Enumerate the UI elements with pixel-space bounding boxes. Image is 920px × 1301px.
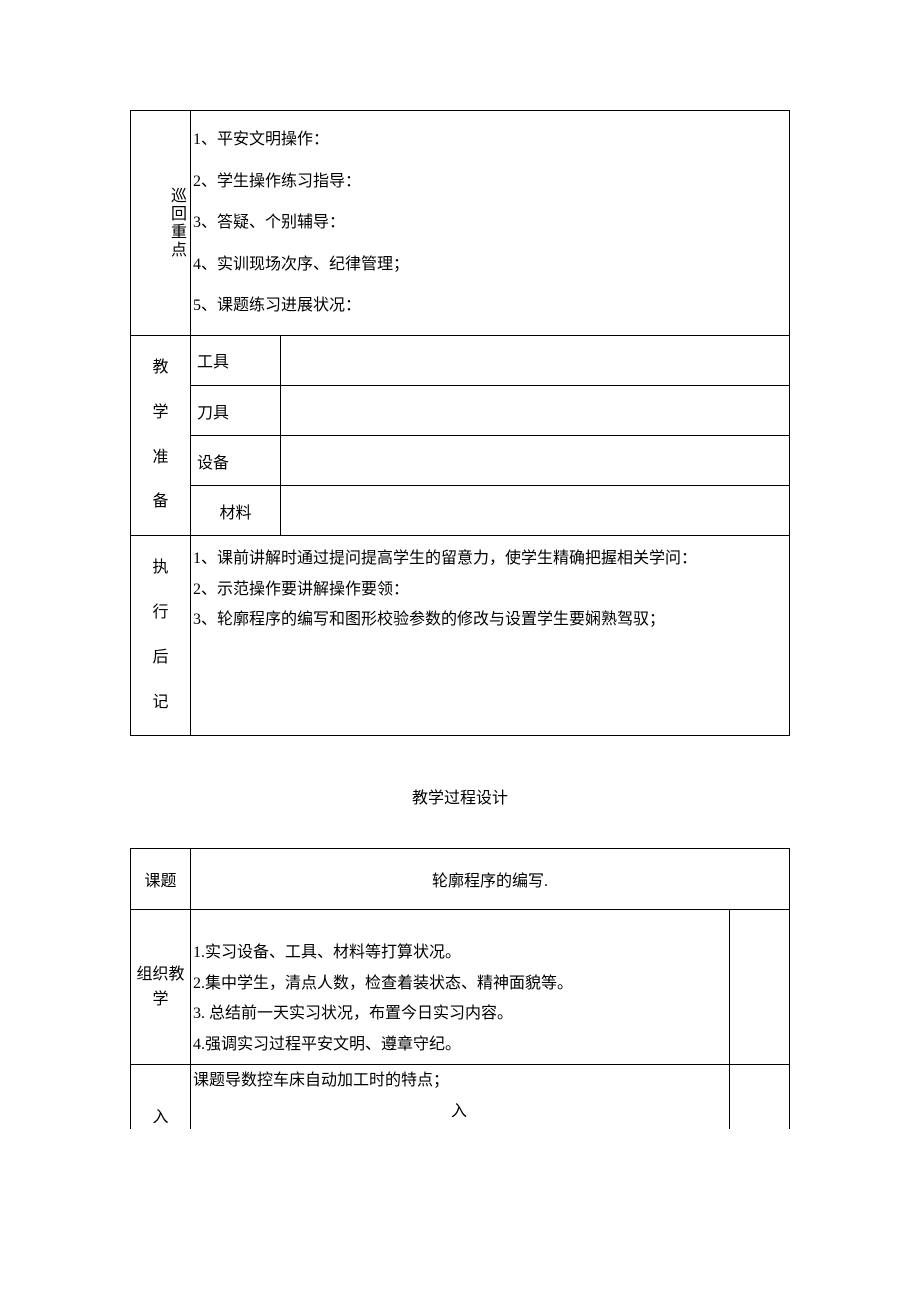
- label-patrol-focus: 巡回重点: [131, 111, 191, 336]
- exec-char: 行: [131, 591, 190, 636]
- prep-row-value: [281, 436, 790, 486]
- prep-row-value: [281, 386, 790, 436]
- section-title: 教学过程设计: [130, 784, 790, 808]
- patrol-item: 2、学生操作练习指导：: [193, 161, 783, 203]
- label-teaching-prep: 教 学 准 备: [131, 335, 191, 535]
- prep-row-label: 工具: [191, 335, 281, 385]
- label-topic: 课题: [131, 849, 191, 910]
- patrol-item: 5、课题练习进展状况：: [193, 285, 783, 327]
- org-line: 学: [131, 987, 190, 1013]
- exec-item: 1、课前讲解时通过提问提高学生的留意力，使学生精确把握相关学问：: [193, 544, 783, 574]
- intro-right-blank: [729, 1064, 789, 1128]
- prep-row-value: [281, 486, 790, 536]
- prep-row-label: 刀具: [191, 386, 281, 436]
- prep-row-value: [281, 335, 790, 385]
- org-item: 4.强调实习过程平安文明、遵章守纪。: [193, 1030, 725, 1060]
- patrol-focus-content: 1、平安文明操作： 2、学生操作练习指导： 3、答疑、个别辅导： 4、实训现场次…: [191, 111, 790, 336]
- org-line: 组织教: [131, 962, 190, 988]
- intro-sub: 入: [193, 1098, 725, 1127]
- patrol-item: 4、实训现场次序、纪律管理；: [193, 244, 783, 286]
- prep-char: 教: [131, 346, 190, 391]
- label-intro-left: 入: [131, 1064, 191, 1128]
- intro-line: 课题导数控车床自动加工时的特点；: [193, 1067, 725, 1096]
- label-exec-notes: 执 行 后 记: [131, 536, 191, 736]
- table-top: 巡回重点 1、平安文明操作： 2、学生操作练习指导： 3、答疑、个别辅导： 4、…: [130, 110, 790, 736]
- spacer: [193, 914, 725, 938]
- org-item: 1.实习设备、工具、材料等打算状况。: [193, 938, 725, 968]
- exec-item: 3、轮廓程序的编写和图形校验参数的修改与设置学生要娴熟驾驭；: [193, 605, 783, 635]
- exec-notes-content: 1、课前讲解时通过提问提高学生的留意力，使学生精确把握相关学问： 2、示范操作要…: [191, 536, 790, 736]
- org-right-blank: [729, 910, 789, 1065]
- prep-row-label: 设备: [191, 436, 281, 486]
- exec-char: 记: [131, 681, 190, 726]
- table-row: 组织教 学 1.实习设备、工具、材料等打算状况。 2.集中学生，清点人数，检查着…: [131, 910, 790, 1065]
- exec-char: 执: [131, 546, 190, 591]
- org-item: 3. 总结前一天实习状况，布置今日实习内容。: [193, 999, 725, 1029]
- table-row: 设备: [131, 436, 790, 486]
- table-row: 巡回重点 1、平安文明操作： 2、学生操作练习指导： 3、答疑、个别辅导： 4、…: [131, 111, 790, 336]
- table-row: 刀具: [131, 386, 790, 436]
- exec-item: 2、示范操作要讲解操作要领：: [193, 575, 783, 605]
- prep-char: 备: [131, 480, 190, 525]
- table-row: 入 课题导数控车床自动加工时的特点； 入: [131, 1064, 790, 1128]
- exec-char: 后: [131, 636, 190, 681]
- table-row: 教 学 准 备 工具: [131, 335, 790, 385]
- intro-content: 课题导数控车床自动加工时的特点； 入: [191, 1064, 730, 1128]
- label-org-teaching: 组织教 学: [131, 910, 191, 1065]
- table-row: 材料: [131, 486, 790, 536]
- table-row: 课题 轮廓程序的编写.: [131, 849, 790, 910]
- prep-char: 学: [131, 391, 190, 436]
- topic-value: 轮廓程序的编写.: [191, 849, 790, 910]
- patrol-item: 3、答疑、个别辅导：: [193, 202, 783, 244]
- patrol-item: 1、平安文明操作：: [193, 119, 783, 161]
- table-row: 执 行 后 记 1、课前讲解时通过提问提高学生的留意力，使学生精确把握相关学问：…: [131, 536, 790, 736]
- table-process-design: 课题 轮廓程序的编写. 组织教 学 1.实习设备、工具、材料等打算状况。 2.集…: [130, 848, 790, 1128]
- prep-row-label: 材料: [191, 486, 281, 536]
- org-teaching-content: 1.实习设备、工具、材料等打算状况。 2.集中学生，清点人数，检查着装状态、精神…: [191, 910, 730, 1065]
- prep-char: 准: [131, 436, 190, 481]
- org-item: 2.集中学生，清点人数，检查着装状态、精神面貌等。: [193, 969, 725, 999]
